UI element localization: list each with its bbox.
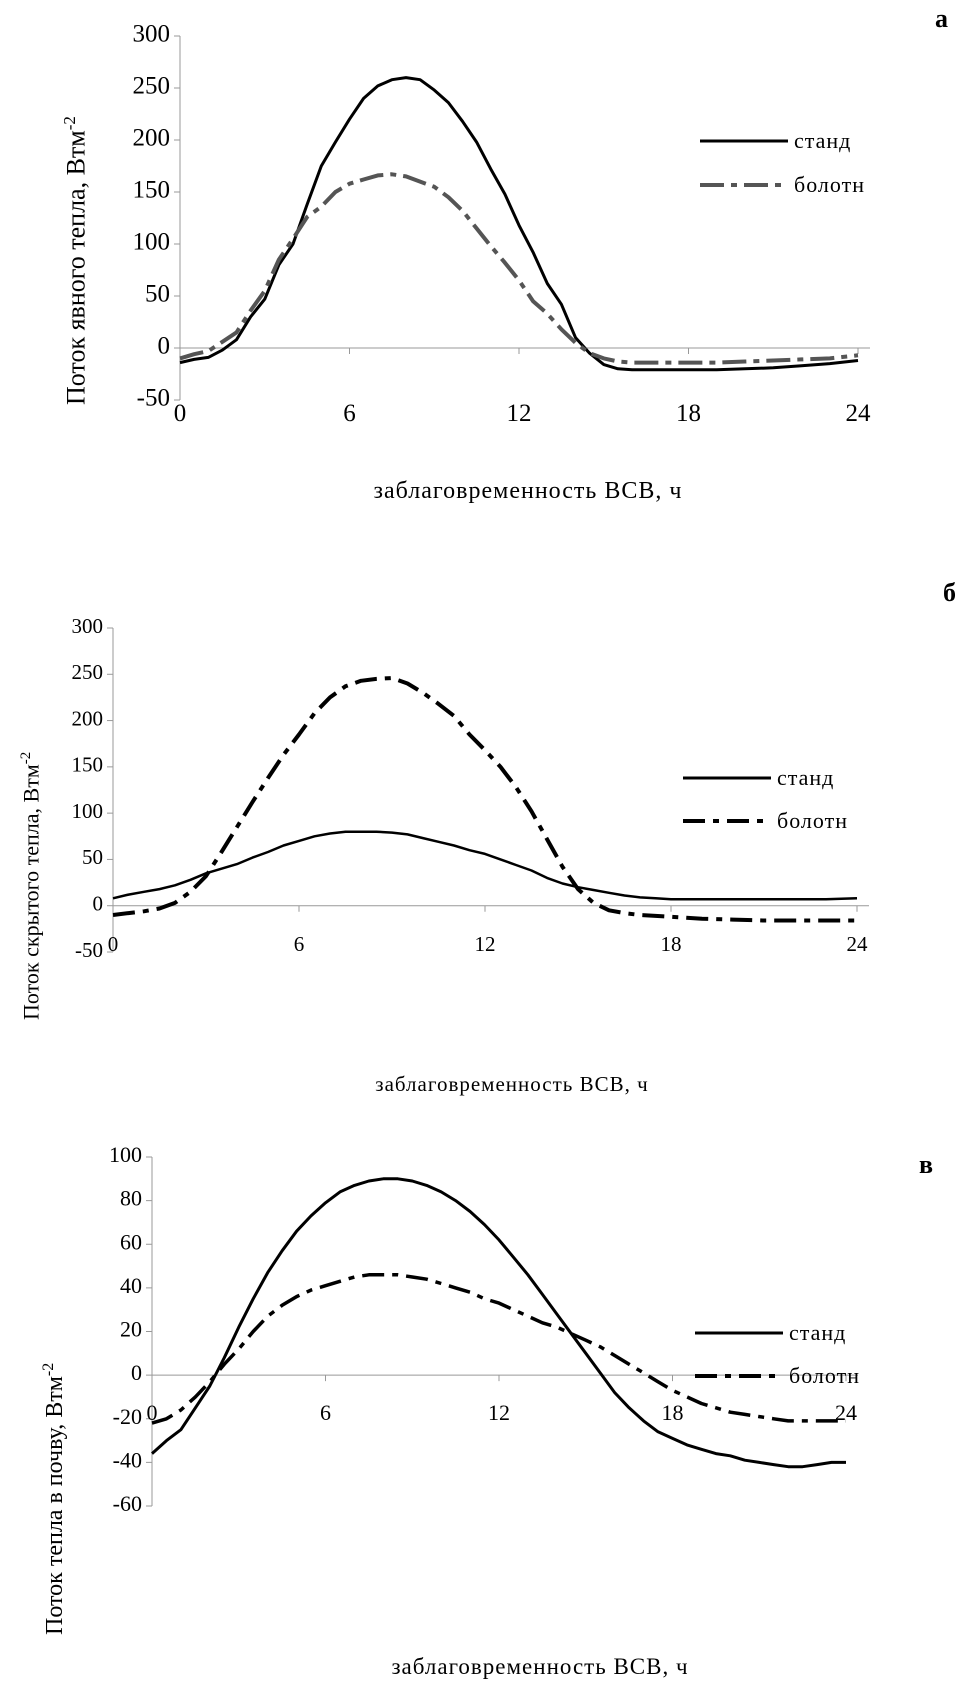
x-axis-label-b: заблаговременность ВСВ, ч (375, 1072, 649, 1096)
x-axis-label-c: заблаговременность ВСВ, ч (391, 1654, 689, 1679)
series-line-a-1 (179, 76, 859, 372)
legend-swatch-a-2 (700, 183, 788, 187)
y-tick-label: 150 (72, 753, 104, 777)
y-tick-label: 50 (145, 281, 170, 308)
x-tick-label: 18 (662, 1400, 684, 1425)
legend-item-c-2: болотн (695, 1363, 860, 1389)
legend-swatch-a-1 (700, 139, 788, 143)
legend-swatch-b-2 (683, 819, 771, 823)
y-tick-label: 100 (109, 1142, 142, 1167)
chart-panel-c: 100 80 60 40 20 0 -20 -40 -60 0 6 12 18 24 в Поток те… (0, 1130, 962, 1691)
legend-label-b-1: станд (777, 765, 835, 790)
y-axis-label-text-b: Поток скрытого тепла, Втм (18, 764, 44, 1020)
legend-item-c-1: станд (695, 1320, 846, 1346)
x-tick-label: 12 (475, 932, 496, 956)
x-axis-label-a: заблаговременность ВСВ, ч (373, 478, 683, 504)
panel-label-a: а (935, 4, 948, 33)
legend-label-b-2: болотн (777, 808, 848, 833)
y-axis-label-b: Поток скрытого тепла, Втм-2 (18, 752, 44, 1020)
y-tick-label: 200 (72, 706, 104, 730)
y-tick-label: -50 (75, 938, 103, 962)
legend-item-a-1: станд (700, 128, 851, 154)
panel-label-c: в (919, 1150, 934, 1179)
legend-label-a-2: болотн (794, 172, 865, 197)
y-tick-label: 0 (93, 892, 104, 916)
legend-item-b-2: болотн (683, 808, 848, 834)
x-tick-label: 24 (847, 932, 869, 956)
y-tick-label: 60 (120, 1229, 142, 1254)
y-tick-label: 100 (133, 229, 171, 256)
legend-label-c-1: станд (789, 1320, 847, 1345)
y-tick-label: 40 (120, 1273, 142, 1298)
y-tick-label: -40 (113, 1447, 142, 1472)
x-tick-label: 6 (294, 932, 305, 956)
legend-item-a-2: болотн (700, 172, 865, 198)
x-tick-label: 18 (661, 932, 682, 956)
chart-panel-a: 300 250 200 150 100 50 0 -50 0 6 12 18 24 а Поток яв… (0, 0, 962, 520)
legend-swatch-c-1 (695, 1331, 783, 1335)
x-tick-label: 0 (147, 1400, 158, 1425)
y-tick-label: 100 (72, 799, 104, 823)
x-tick-label: 6 (320, 1400, 331, 1425)
x-tick-label: 0 (174, 400, 187, 427)
y-axis-label-a: Поток явного тепла, Втм-2 (60, 116, 92, 405)
chart-panel-b: 300 250 200 150 100 50 0 -50 0 6 12 18 24 б Поток ск… (0, 578, 962, 1096)
legend-swatch-c-2 (695, 1374, 783, 1378)
y-tick-label: 20 (120, 1317, 142, 1342)
y-tick-label: 150 (133, 177, 171, 204)
legend-item-b-1: станд (683, 765, 834, 791)
series-line-b-1 (112, 830, 858, 901)
y-axis-label-sup-a: -2 (60, 116, 79, 131)
x-tick-label: 12 (488, 1400, 510, 1425)
y-axis-label-sup-b: -2 (18, 751, 34, 765)
x-tick-label: 18 (676, 400, 701, 427)
y-tick-label: 80 (120, 1186, 142, 1211)
legend-swatch-b-1 (683, 776, 771, 780)
y-tick-label: -60 (113, 1491, 142, 1516)
series-line-a-2 (179, 172, 859, 365)
series-line-b-2 (112, 676, 857, 923)
y-tick-label: 0 (131, 1360, 142, 1385)
y-tick-label: 300 (133, 21, 171, 48)
y-tick-label: -50 (137, 385, 170, 412)
y-axis-label-text-c: Поток тепла в почву, Втм (42, 1376, 68, 1635)
y-axis-label-c: Поток тепла в почву, Втм-2 (40, 1363, 69, 1635)
y-tick-label: 50 (82, 845, 103, 869)
y-tick-label: 300 (72, 614, 104, 638)
series-line-c-2 (151, 1273, 846, 1425)
series-line-c-1 (150, 1177, 846, 1469)
legend-label-c-2: болотн (789, 1363, 860, 1388)
x-tick-label: 0 (108, 932, 119, 956)
y-tick-label: -20 (113, 1404, 142, 1429)
x-tick-label: 24 (846, 400, 872, 427)
y-tick-label: 250 (72, 660, 104, 684)
x-tick-label: 6 (343, 400, 356, 427)
y-axis-label-text-a: Поток явного тепла, Втм (61, 130, 91, 405)
panel-label-b: б (943, 578, 956, 607)
x-tick-label: 24 (835, 1400, 857, 1425)
legend-label-a-1: станд (794, 128, 852, 153)
y-axis-label-sup-c: -2 (40, 1362, 57, 1377)
y-tick-label: 200 (133, 125, 171, 152)
y-tick-label: 0 (158, 333, 171, 360)
y-tick-label: 250 (133, 73, 171, 100)
x-tick-label: 12 (507, 400, 532, 427)
